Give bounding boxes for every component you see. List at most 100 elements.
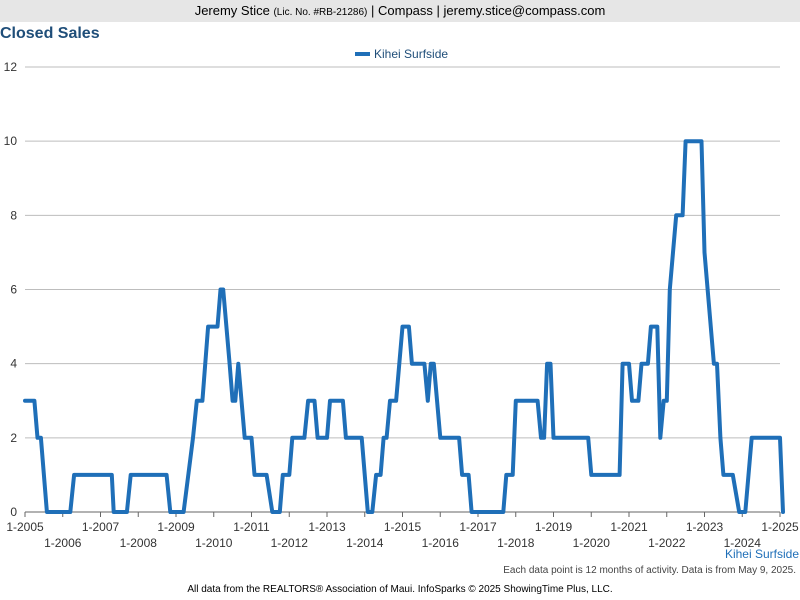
data-point xyxy=(628,363,630,365)
data-point xyxy=(647,363,649,365)
data-point xyxy=(682,214,684,216)
chart-title: Closed Sales xyxy=(0,25,100,42)
data-point xyxy=(656,326,658,328)
data-point xyxy=(458,437,460,439)
x-tick-label: 1-2021 xyxy=(610,520,648,534)
data-point xyxy=(512,474,514,476)
data-point xyxy=(183,511,185,513)
data-point xyxy=(232,400,234,402)
legend-label: Kihei Surfside xyxy=(374,47,448,61)
agent-name: Jeremy Stice xyxy=(194,3,270,18)
x-tick-label: 1-2025 xyxy=(761,520,799,534)
data-point xyxy=(237,363,239,365)
data-point xyxy=(782,511,784,513)
data-point xyxy=(779,437,781,439)
x-tick-label: 1-2013 xyxy=(308,520,346,534)
data-point xyxy=(380,474,382,476)
data-point xyxy=(650,326,652,328)
data-point xyxy=(738,511,740,513)
x-tick-label: 1-2017 xyxy=(459,520,497,534)
data-point xyxy=(433,363,435,365)
data-point xyxy=(675,214,677,216)
y-tick-label: 0 xyxy=(10,505,17,519)
data-point xyxy=(192,437,194,439)
data-point xyxy=(73,474,75,476)
data-point xyxy=(329,400,331,402)
data-point xyxy=(540,437,542,439)
x-tick-label: 1-2015 xyxy=(384,520,422,534)
series-end-label: Kihei Surfside xyxy=(725,547,799,561)
data-point xyxy=(279,511,281,513)
data-point xyxy=(250,437,253,439)
x-tick-label: 1-2023 xyxy=(686,520,724,534)
data-point xyxy=(666,400,668,402)
x-tick-label: 1-2020 xyxy=(573,536,611,550)
data-point xyxy=(291,437,293,439)
data-point xyxy=(537,400,539,402)
data-point xyxy=(401,326,404,328)
data-point xyxy=(342,400,344,402)
data-point xyxy=(430,363,432,365)
data-point xyxy=(361,437,363,439)
data-point xyxy=(744,511,746,513)
data-point xyxy=(631,400,633,402)
x-tick-label: 1-2024 xyxy=(724,536,762,550)
data-point xyxy=(751,437,753,439)
data-point xyxy=(130,474,132,476)
data-point xyxy=(395,400,397,402)
data-point xyxy=(659,437,661,439)
data-point xyxy=(732,474,734,476)
data-point xyxy=(622,363,624,365)
data-point xyxy=(266,474,268,476)
data-point xyxy=(468,474,470,476)
data-point xyxy=(461,474,463,476)
data-point xyxy=(36,437,39,439)
y-tick-label: 6 xyxy=(10,283,17,297)
x-tick-label: 1-2019 xyxy=(535,520,573,534)
x-tick-label: 1-2014 xyxy=(346,536,384,550)
data-point xyxy=(234,400,236,402)
data-point xyxy=(389,400,391,402)
data-point xyxy=(313,400,316,402)
data-point xyxy=(169,511,171,513)
data-point xyxy=(663,400,665,402)
data-point xyxy=(549,363,552,365)
data-point xyxy=(722,474,725,476)
data-point xyxy=(439,437,441,439)
license-number: (Lic. No. #RB-21286) xyxy=(273,7,368,18)
data-point xyxy=(40,437,42,439)
data-point xyxy=(196,400,198,402)
data-point xyxy=(546,363,548,365)
x-tick-label: 1-2005 xyxy=(6,520,44,534)
brokerage-email: | Compass | jeremy.stice@compass.com xyxy=(371,3,606,18)
x-tick-label: 1-2016 xyxy=(422,536,460,550)
data-point xyxy=(69,511,71,513)
data-point xyxy=(253,474,256,476)
data-point xyxy=(700,140,703,142)
x-tick-label: 1-2007 xyxy=(82,520,120,534)
series-line xyxy=(23,139,785,514)
data-point xyxy=(207,326,209,328)
data-point xyxy=(719,437,722,439)
data-point xyxy=(46,511,48,513)
data-point xyxy=(776,437,778,439)
data-point xyxy=(166,474,168,476)
data-point xyxy=(543,437,545,439)
data-point xyxy=(282,474,284,476)
y-tick-label: 10 xyxy=(4,134,18,148)
data-point xyxy=(515,400,517,402)
y-tick-label: 4 xyxy=(10,357,17,371)
data-point xyxy=(637,400,640,402)
y-tick-label: 12 xyxy=(4,60,18,74)
x-tick-label: 1-2018 xyxy=(497,536,535,550)
data-point xyxy=(505,474,507,476)
x-tick-label: 1-2006 xyxy=(44,536,82,550)
data-point xyxy=(716,363,718,365)
header-bar: Jeremy Stice (Lic. No. #RB-21286) | Comp… xyxy=(0,0,800,22)
data-point xyxy=(216,326,219,328)
footer-note: Each data point is 12 months of activity… xyxy=(503,565,796,576)
x-tick-label: 1-2022 xyxy=(648,536,686,550)
data-point xyxy=(126,511,128,513)
data-point xyxy=(303,437,305,439)
